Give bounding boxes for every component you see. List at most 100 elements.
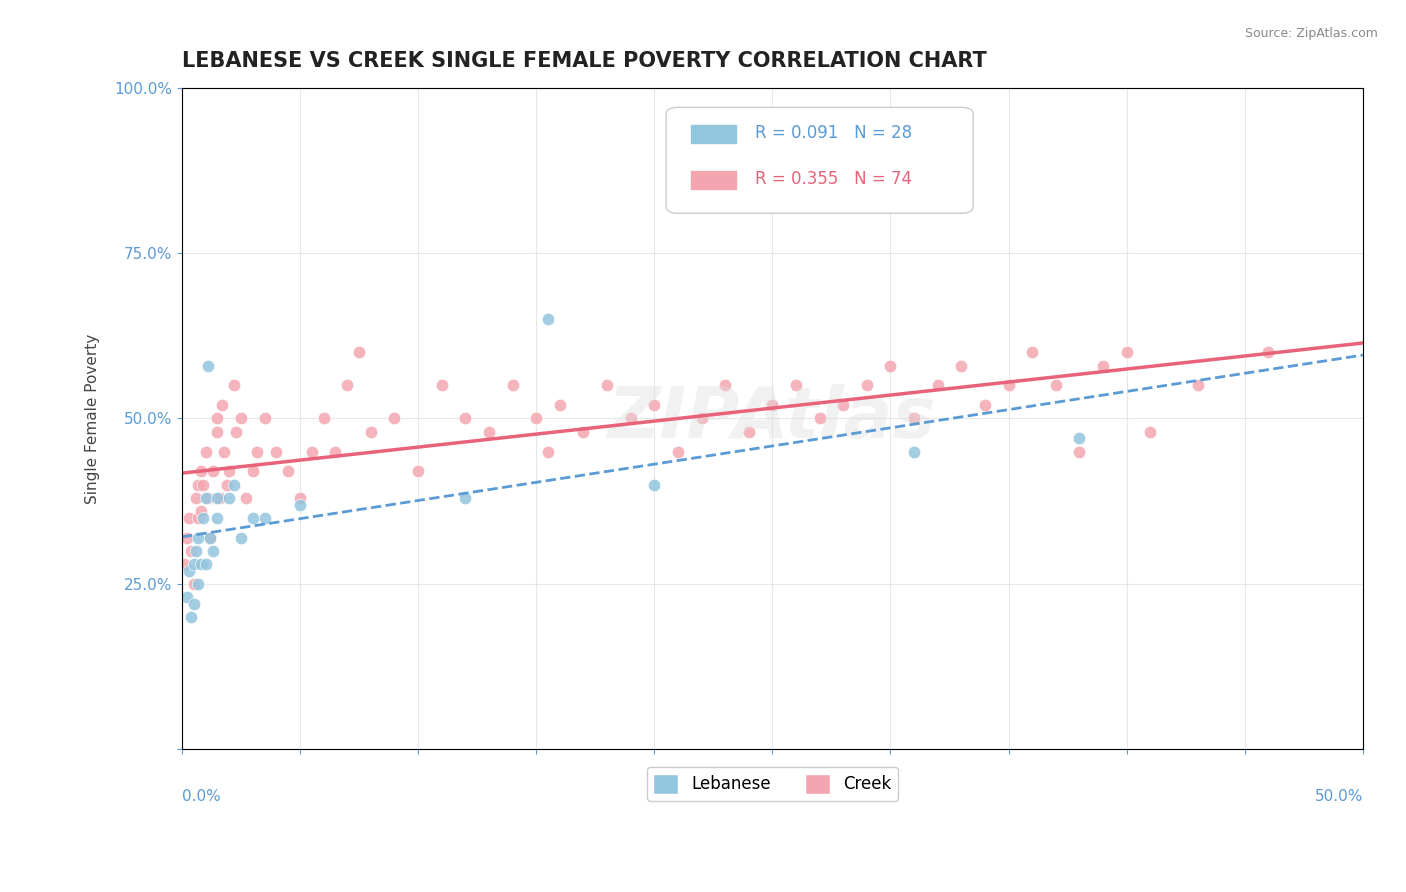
Point [1045,378,1067,392]
Point [714,378,737,392]
Point [277,465,299,479]
Point [215,477,238,491]
Point [1187,378,1209,392]
Point [190,504,212,518]
Point [974,398,997,412]
Point [253,411,276,425]
Point [194,557,217,571]
Point [180,544,202,558]
Point [197,359,219,373]
Point [1092,359,1115,373]
Point [242,465,264,479]
Point [176,531,198,545]
Point [454,491,477,505]
Point [187,577,209,591]
Point [201,544,224,558]
Point [266,444,288,458]
Point [207,425,229,439]
Point [502,378,524,392]
Bar [690,124,737,144]
Text: Source: ZipAtlas.com: Source: ZipAtlas.com [1244,27,1378,40]
Text: ZIPAtlas: ZIPAtlas [609,384,936,453]
Point [183,597,205,611]
Point [208,491,231,505]
Point [200,531,222,545]
Point [548,398,571,412]
FancyBboxPatch shape [666,107,973,213]
Point [176,590,198,604]
Point [785,378,807,392]
Point [856,378,879,392]
Point [301,444,323,458]
Point [1257,345,1279,359]
Point [950,359,973,373]
Point [997,378,1019,392]
Point [194,491,217,505]
Point [643,398,665,412]
Text: 0.0%: 0.0% [181,789,221,805]
Point [1115,345,1137,359]
Point [180,610,202,624]
Point [288,491,311,505]
Point [927,378,949,392]
Point [336,378,359,392]
Point [229,531,252,545]
Point [197,491,219,505]
Text: R = 0.355   N = 74: R = 0.355 N = 74 [755,169,911,188]
Point [207,510,229,524]
Point [193,510,215,524]
Point [643,477,665,491]
Point [537,444,560,458]
Point [454,411,477,425]
Point [253,510,276,524]
Point [620,411,643,425]
Point [312,411,335,425]
Point [183,577,205,591]
Point [190,557,212,571]
Point [1069,444,1091,458]
Point [246,444,269,458]
Point [738,425,761,439]
Point [190,465,212,479]
Point [200,531,222,545]
Point [537,312,560,326]
Point [761,398,783,412]
Point [193,477,215,491]
Point [903,444,925,458]
Point [430,378,453,392]
Point [406,465,429,479]
Point [1139,425,1161,439]
Point [183,557,205,571]
Text: LEBANESE VS CREEK SINGLE FEMALE POVERTY CORRELATION CHART: LEBANESE VS CREEK SINGLE FEMALE POVERTY … [181,51,987,70]
Point [360,425,382,439]
Point [184,544,207,558]
Point [235,491,257,505]
Point [572,425,595,439]
Point [207,411,229,425]
Point [596,378,619,392]
Point [288,498,311,512]
Legend: Lebanese, Creek: Lebanese, Creek [647,767,898,801]
Point [222,477,245,491]
Point [211,398,233,412]
Point [690,411,713,425]
Point [187,531,209,545]
Text: R = 0.091   N = 28: R = 0.091 N = 28 [755,123,912,142]
Point [218,465,240,479]
Point [218,491,240,505]
Point [225,425,247,439]
Point [214,444,236,458]
Point [478,425,501,439]
Y-axis label: Single Female Poverty: Single Female Poverty [86,334,100,504]
Point [325,444,347,458]
Point [222,378,245,392]
Point [187,510,209,524]
Point [903,411,925,425]
Point [194,444,217,458]
Point [384,411,406,425]
Point [207,491,229,505]
Point [832,398,855,412]
Text: 50.0%: 50.0% [1315,789,1362,805]
Point [1021,345,1043,359]
Point [173,557,195,571]
